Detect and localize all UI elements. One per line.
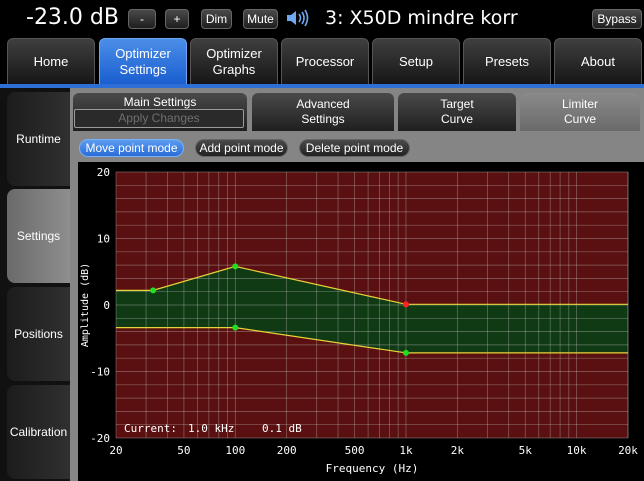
limiter-chart: -20 -10 0 10 20 20 50 100 200 500 1k 2k 5k 10k 20k Freq…: [70, 162, 644, 481]
tab-limiter-curve[interactable]: Limiter Curve: [520, 93, 640, 131]
x-tick-label: 100: [225, 444, 245, 457]
sidebar-item-positions[interactable]: Positions: [7, 287, 70, 381]
tab-presets-label: Presets: [484, 53, 530, 69]
x-tick-label: 200: [277, 444, 297, 457]
limit-curve-2: [116, 327, 628, 354]
chart-svg[interactable]: -20 -10 0 10 20 20 50 100 200 500 1k 2k 5k 10k 20k Freq…: [70, 162, 644, 481]
tab-home-label: Home: [33, 53, 69, 69]
move-point-mode-button[interactable]: Move point mode: [79, 139, 184, 157]
sidebar-item-label: Positions: [14, 327, 63, 341]
tab-about[interactable]: About: [554, 38, 642, 84]
volume-readout: -23.0 dB: [26, 5, 119, 30]
y-tick-label: 10: [97, 233, 110, 246]
tab-optimizer-graphs[interactable]: Optimizer Graphs: [190, 38, 278, 84]
curve-point[interactable]: [150, 287, 157, 294]
sidebar-item-label: Settings: [16, 229, 61, 243]
curve-point[interactable]: [232, 263, 239, 270]
mute-button[interactable]: Mute: [243, 9, 278, 29]
delete-point-mode-button[interactable]: Delete point mode: [299, 139, 410, 157]
y-axis-label: Amplitude (dB): [80, 263, 91, 347]
selected-point[interactable]: [402, 301, 409, 308]
tab-optimizer-settings[interactable]: Optimizer Settings: [99, 38, 187, 84]
sidebar-item-calibration[interactable]: Calibration: [7, 385, 70, 479]
apply-changes-button[interactable]: Apply Changes: [74, 109, 244, 128]
sidebar-item-label: Runtime: [16, 132, 61, 146]
sidebar-item-settings[interactable]: Settings: [7, 189, 70, 283]
x-tick-label: 20: [109, 444, 122, 457]
x-tick-label: 2k: [451, 444, 465, 457]
tab-target-curve[interactable]: Target Curve: [398, 93, 516, 131]
tab-advanced-settings[interactable]: Advanced Settings: [252, 93, 394, 131]
tab-target-curve-label: Target Curve: [440, 97, 474, 126]
nav-underline: [0, 84, 644, 88]
x-tick-label: 5k: [519, 444, 533, 457]
top-bar: -23.0 dB - + Dim Mute 3: X50D mindre kor…: [0, 0, 644, 36]
tab-processor-label: Processor: [295, 53, 355, 69]
y-tick-label: 20: [97, 166, 110, 179]
tab-optimizer-settings-label: Optimizer Settings: [115, 45, 171, 77]
add-point-mode-button[interactable]: Add point mode: [195, 139, 288, 157]
readout-label: Current:: [124, 422, 177, 435]
tab-about-label: About: [581, 53, 615, 69]
y-tick-label: -20: [90, 432, 110, 445]
tab-optimizer-graphs-label: Optimizer Graphs: [206, 45, 262, 77]
readout-value: 0.1 dB: [262, 422, 302, 435]
volume-up-button[interactable]: +: [165, 9, 189, 29]
sidebar-item-label: Calibration: [9, 425, 68, 439]
preset-name: 3: X50D mindre korr: [325, 7, 518, 29]
speaker-icon[interactable]: [285, 9, 311, 27]
tab-advanced-settings-label: Advanced Settings: [296, 97, 350, 126]
tab-setup[interactable]: Setup: [372, 38, 460, 84]
tab-presets[interactable]: Presets: [463, 38, 551, 84]
x-tick-label: 50: [177, 444, 190, 457]
tab-setup-label: Setup: [399, 53, 433, 69]
x-tick-label: 20k: [618, 444, 638, 457]
bypass-button[interactable]: Bypass: [592, 9, 642, 29]
volume-down-button[interactable]: -: [128, 9, 156, 29]
sidebar: Runtime Settings Positions Calibration: [0, 88, 70, 481]
y-tick-label: -10: [90, 366, 110, 379]
x-tick-label: 500: [345, 444, 365, 457]
curve-point[interactable]: [402, 349, 409, 356]
allowed-band: [116, 266, 628, 353]
dim-button[interactable]: Dim: [201, 9, 232, 29]
content-panel: Main Settings Apply Changes Advanced Sett…: [70, 88, 644, 481]
tab-processor[interactable]: Processor: [281, 38, 369, 84]
x-tick-label: 1k: [399, 444, 413, 457]
tab-main-settings-label: Main Settings: [123, 95, 197, 109]
tab-home[interactable]: Home: [7, 38, 95, 84]
x-tick-label: 10k: [567, 444, 587, 457]
tab-limiter-curve-label: Limiter Curve: [561, 97, 598, 126]
curve-point[interactable]: [232, 324, 239, 331]
x-axis-label: Frequency (Hz): [326, 462, 419, 475]
readout-frequency: 1.0 kHz: [188, 422, 234, 435]
sidebar-item-runtime[interactable]: Runtime: [7, 92, 70, 186]
y-tick-label: 0: [103, 299, 110, 312]
